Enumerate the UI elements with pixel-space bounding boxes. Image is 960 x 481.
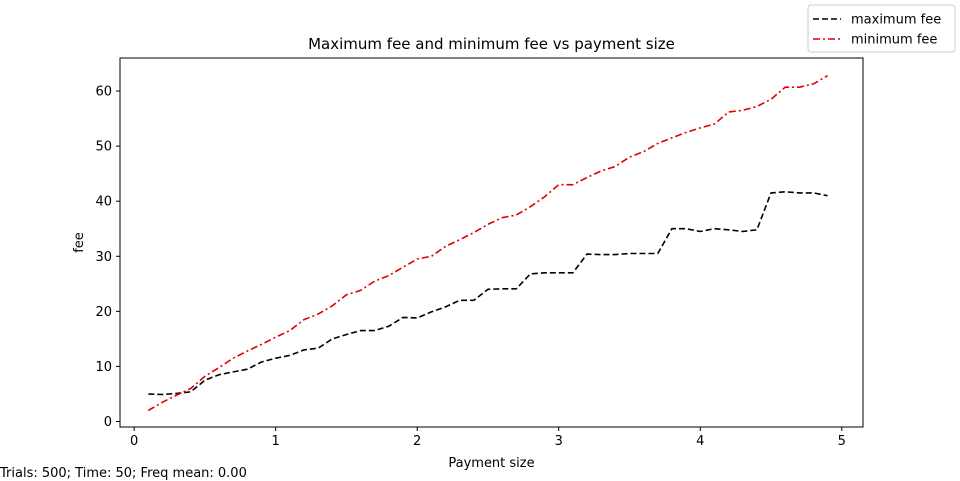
y-axis-label: fee	[72, 232, 87, 253]
legend-box	[807, 4, 956, 53]
x-tick-label: 0	[130, 434, 138, 449]
y-tick-label: 20	[95, 305, 112, 320]
y-tick-label: 30	[95, 250, 112, 265]
y-tick-label: 0	[104, 415, 112, 430]
legend-label: maximum fee	[851, 13, 941, 28]
y-tick-label: 40	[95, 195, 112, 210]
series-line-minimum-fee	[147, 74, 829, 412]
y-tick-label: 50	[95, 140, 112, 155]
x-tick-label: 2	[413, 434, 421, 449]
footer-status: Trials: 500; Time: 50; Freq mean: 0.00	[0, 466, 247, 481]
x-axis-label: Payment size	[448, 456, 534, 471]
x-tick-label: 4	[696, 434, 704, 449]
chart-title: Maximum fee and minimum fee vs payment s…	[308, 35, 675, 53]
x-tick-label: 3	[555, 434, 563, 449]
plot-frame	[119, 57, 864, 428]
series-line-maximum-fee	[148, 191, 828, 396]
y-tick-label: 10	[95, 360, 112, 375]
y-tick-label: 60	[95, 85, 112, 100]
legend-label: minimum fee	[851, 33, 937, 48]
x-tick-label: 1	[272, 434, 280, 449]
x-tick-label: 5	[838, 434, 846, 449]
